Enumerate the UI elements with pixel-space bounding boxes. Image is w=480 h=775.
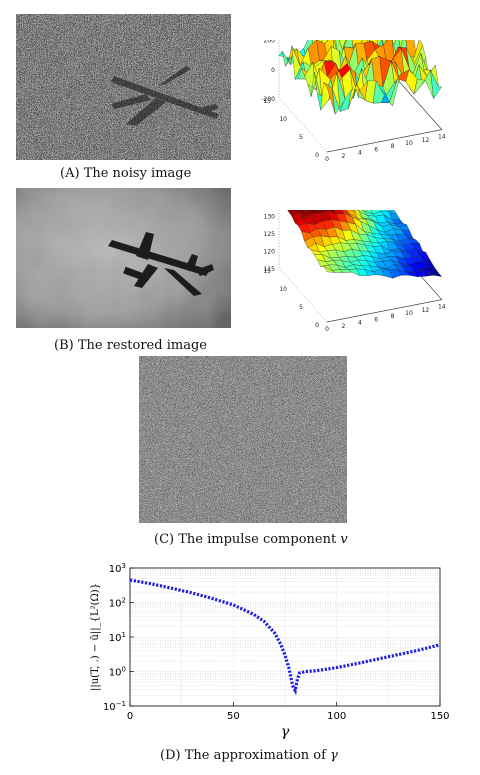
- surface-x-tick: 6: [374, 316, 378, 323]
- caption-b-label: (B): [54, 338, 74, 353]
- caption-c-label: (C): [154, 532, 175, 547]
- x-tick-label: 0: [127, 711, 133, 722]
- x-tick-label: 150: [430, 711, 449, 722]
- x-tick-label: 100: [327, 711, 346, 722]
- surface-side-frame: [278, 210, 328, 323]
- restored-image: [16, 188, 231, 328]
- airplane-silhouette: [111, 66, 219, 126]
- surface-z-tick: 0: [271, 67, 275, 74]
- surface-x-tick: 4: [358, 320, 362, 327]
- y-tick-label: 100: [109, 666, 126, 679]
- surface-x-tick: 14: [438, 304, 446, 311]
- surface-x-tick: 6: [374, 146, 378, 153]
- surface-facet: [430, 69, 443, 100]
- surface-x-tick: 0: [325, 326, 329, 333]
- noisy-image: [16, 14, 231, 160]
- y-tick-label: 103: [109, 562, 126, 575]
- caption-b: (B) The restored image: [54, 338, 207, 353]
- series-line: [129, 578, 441, 696]
- surface-x-tick: 2: [341, 323, 345, 330]
- surface-side-frame: [278, 40, 328, 153]
- surface-y-tick: 10: [279, 116, 287, 123]
- surface-z-tick: 200: [264, 40, 276, 45]
- x-tick-label: 50: [227, 711, 240, 722]
- surface-base-frame: [326, 75, 443, 153]
- surface-y-tick: 15: [263, 98, 271, 105]
- surface-x-tick: 12: [422, 307, 430, 314]
- caption-d-text: The approximation of: [184, 748, 326, 763]
- surface-x-tick: 10: [405, 140, 413, 147]
- surface-y-tick: 0: [315, 152, 319, 159]
- surface-x-tick: 14: [438, 134, 446, 141]
- surface-y-tick: 10: [279, 286, 287, 293]
- caption-d-symbol: γ: [330, 748, 338, 763]
- restored-surface-plot: 14013513012512011515105002468101214: [252, 210, 467, 350]
- surface-y-tick: 15: [263, 268, 271, 275]
- y-tick-label: 10−1: [103, 700, 126, 713]
- surface-x-tick: 8: [391, 143, 395, 150]
- caption-a-text: The noisy image: [83, 166, 192, 181]
- caption-b-text: The restored image: [77, 338, 207, 353]
- caption-c-text: The impulse component: [178, 532, 337, 547]
- surface-z-tick: 120: [264, 249, 276, 256]
- surface-x-tick: 8: [391, 313, 395, 320]
- surface-x-tick: 10: [405, 310, 413, 317]
- y-tick-label: 101: [109, 631, 126, 644]
- airplane-restored: [108, 232, 214, 296]
- gamma-chart-canvas: 10−1 100 101 102 103 0 50 100 150 γ ||u(T, .) − ū|…: [90, 562, 450, 740]
- surface-z-tick: -200: [261, 96, 275, 103]
- y-axis-label: ||u(T, .) − ū||_{L²(Ω)}: [90, 583, 101, 691]
- surface-facet: [430, 272, 443, 277]
- caption-a: (A) The noisy image: [60, 166, 191, 181]
- noisy-image-canvas: [16, 14, 231, 160]
- surface-y-tick: 5: [299, 304, 303, 311]
- y-tick-label: 102: [109, 597, 126, 610]
- caption-c: (C) The impulse component v: [154, 532, 348, 547]
- caption-a-label: (A): [60, 166, 80, 181]
- impulse-component-canvas: [139, 356, 347, 523]
- surface-x-tick: 2: [341, 153, 345, 160]
- surface-z-tick: 125: [264, 231, 276, 238]
- caption-d: (D) The approximation of γ: [160, 748, 338, 763]
- surface-y-tick: 0: [315, 322, 319, 329]
- surface-x-tick: 0: [325, 156, 329, 163]
- surface-x-tick: 4: [358, 150, 362, 157]
- surface-z-tick: 130: [264, 214, 276, 221]
- caption-c-symbol: v: [340, 532, 348, 547]
- caption-d-label: (D): [160, 748, 181, 763]
- restored-image-canvas: [16, 188, 231, 328]
- surface-z-tick: 115: [264, 266, 276, 273]
- restored-surface-canvas: 14013513012512011515105002468101214: [263, 210, 446, 333]
- x-axis-label: γ: [281, 724, 290, 740]
- gamma-approximation-chart: 10−1 100 101 102 103 0 50 100 150 γ ||u(T, .) − ū|…: [70, 560, 470, 740]
- impulse-component-image: [139, 356, 347, 523]
- surface-x-tick: 12: [422, 137, 430, 144]
- surface-y-tick: 5: [299, 134, 303, 141]
